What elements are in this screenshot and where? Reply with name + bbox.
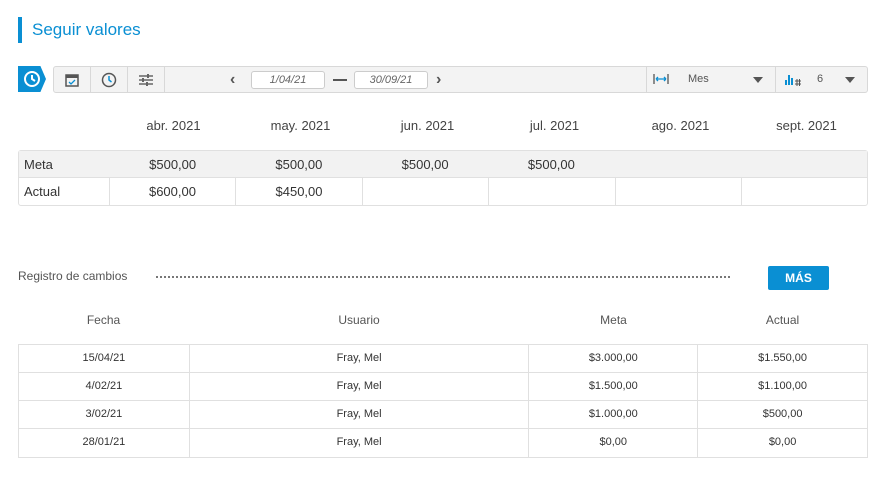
meta-cell: $3.000,00: [529, 345, 699, 372]
page-title: Seguir valores: [18, 17, 141, 43]
cell[interactable]: $500,00: [275, 157, 323, 172]
month-header: jun. 2021: [400, 118, 455, 133]
cell[interactable]: $600,00: [110, 178, 237, 205]
cell[interactable]: [742, 178, 867, 205]
cell[interactable]: $450,00: [236, 178, 363, 205]
row-label: Actual: [19, 178, 110, 205]
change-log-table: 15/04/21 Fray, Mel $3.000,00 $1.550,00 4…: [18, 344, 868, 458]
row-label: Meta: [24, 157, 53, 172]
user-cell: Fray, Mel: [190, 345, 530, 372]
count-value: 6: [817, 73, 824, 85]
table-row: 3/02/21 Fray, Mel $1.000,00 $500,00: [19, 401, 867, 429]
start-date-input[interactable]: 1/04/21: [251, 71, 325, 89]
cell[interactable]: [363, 178, 490, 205]
chevron-down-icon: [845, 77, 855, 83]
count-select[interactable]: 6: [776, 67, 868, 92]
actual-cell: $1.550,00: [758, 352, 808, 364]
calendar-button[interactable]: [54, 67, 91, 92]
column-header-user: Usuario: [338, 313, 380, 327]
period-select[interactable]: Mes: [646, 67, 776, 92]
width-arrows-icon: [653, 74, 669, 84]
column-header-meta: Meta: [600, 313, 627, 327]
month-header: jul. 2021: [529, 118, 580, 133]
cell[interactable]: $500,00: [527, 157, 575, 172]
month-header: ago. 2021: [651, 118, 710, 133]
cell[interactable]: [616, 178, 743, 205]
end-date-input[interactable]: 30/09/21: [354, 71, 428, 89]
date-cell: 28/01/21: [19, 429, 190, 457]
cell[interactable]: [615, 151, 741, 177]
user-cell: Fray, Mel: [190, 373, 530, 400]
change-log-title: Registro de cambios: [18, 269, 128, 283]
sliders-icon: [139, 73, 153, 86]
table-row: 28/01/21 Fray, Mel $0,00 $0,00: [19, 429, 867, 457]
dotted-divider: [156, 276, 730, 278]
actual-cell: $500,00: [762, 408, 803, 420]
month-header: may. 2021: [270, 118, 331, 133]
meta-cell: $1.000,00: [529, 401, 699, 428]
date-cell: 4/02/21: [19, 373, 190, 400]
date-range-separator: [333, 79, 347, 81]
table-row: 4/02/21 Fray, Mel $1.500,00 $1.100,00: [19, 373, 867, 401]
month-header: abr. 2021: [146, 118, 201, 133]
chevron-down-icon: [753, 77, 763, 83]
bar-chart-hash-icon: [785, 75, 801, 86]
calendar-icon: [65, 73, 79, 87]
more-button[interactable]: MÁS: [768, 266, 829, 290]
actual-cell: $1.100,00: [758, 380, 808, 392]
cell[interactable]: $500,00: [401, 157, 449, 172]
month-header: sept. 2021: [776, 118, 837, 133]
user-cell: Fray, Mel: [190, 401, 530, 428]
table-row: 15/04/21 Fray, Mel $3.000,00 $1.550,00: [19, 345, 867, 373]
cell[interactable]: $500,00: [149, 157, 197, 172]
values-table: Meta $500,00 $500,00 $500,00 $500,00 Act…: [18, 150, 868, 206]
table-row-meta: Meta $500,00 $500,00 $500,00 $500,00: [19, 151, 867, 178]
previous-period-button[interactable]: ‹: [230, 71, 236, 88]
cell[interactable]: [741, 151, 867, 177]
period-value: Mes: [688, 73, 709, 85]
table-row-actual: Actual $600,00 $450,00: [19, 178, 867, 205]
user-cell: Fray, Mel: [190, 429, 530, 457]
column-header-actual: Actual: [765, 313, 800, 327]
actual-cell: $0,00: [768, 436, 797, 448]
clock-icon: [101, 72, 117, 87]
date-cell: 15/04/21: [19, 345, 190, 372]
next-period-button[interactable]: ›: [436, 71, 442, 88]
meta-cell: $0,00: [529, 429, 699, 457]
toolbar: ‹ 1/04/21 30/09/21 › Mes 6: [53, 66, 868, 93]
cell[interactable]: [489, 178, 616, 205]
history-button[interactable]: [91, 67, 128, 92]
meta-cell: $1.500,00: [529, 373, 699, 400]
filter-button[interactable]: [128, 67, 165, 92]
date-cell: 3/02/21: [19, 401, 190, 428]
clock-logo-icon[interactable]: [18, 66, 46, 92]
column-header-date: Fecha: [86, 313, 121, 327]
